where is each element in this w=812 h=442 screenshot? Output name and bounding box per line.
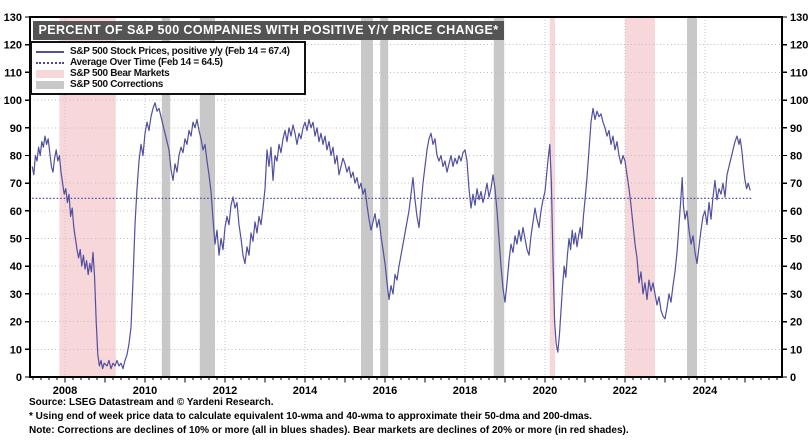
correction-band: [361, 17, 373, 377]
plot-frame: [29, 16, 783, 378]
legend-item-series: S&P 500 Stock Prices, positive y/y (Feb …: [36, 46, 299, 57]
x-tick-label: 2018: [453, 385, 477, 397]
y-tick-label: 80: [10, 150, 22, 162]
series-line-swatch: [36, 50, 64, 53]
y-tick-label: 10: [790, 344, 802, 356]
y-tick-label: 0: [16, 372, 22, 384]
x-tick-label: 2014: [293, 385, 318, 397]
y-tick-label: 50: [10, 234, 22, 246]
average-line-swatch: [36, 61, 64, 64]
y-tick-label: 40: [790, 261, 802, 273]
y-tick-label: 30: [10, 289, 22, 301]
source-note: Source: LSEG Datastream and © Yardeni Re…: [29, 397, 274, 408]
footnote: * Using end of week price data to calcul…: [29, 411, 592, 422]
legend-item-corrections: S&P 500 Corrections: [36, 79, 299, 90]
legend-item-label: S&P 500 Bear Markets: [70, 68, 170, 79]
y-tick-label: 130: [4, 12, 22, 24]
correction-band: [161, 17, 171, 377]
legend-item-label: S&P 500 Stock Prices, positive y/y (Feb …: [70, 46, 290, 57]
y-tick-label: 40: [10, 261, 22, 273]
x-tick-label: 2016: [373, 385, 397, 397]
y-tick-label: 110: [4, 67, 22, 79]
methodology-note: Note: Corrections are declines of 10% or…: [29, 425, 629, 436]
y-tick-label: 30: [790, 289, 802, 301]
legend-item-label: Average Over Time (Feb 14 = 64.5): [70, 57, 223, 68]
y-tick-label: 100: [790, 95, 808, 107]
y-tick-label: 70: [790, 178, 802, 190]
bear-market-swatch: [36, 69, 64, 78]
x-tick-label: 2008: [53, 385, 77, 397]
x-tick-label: 2024: [693, 385, 718, 397]
y-tick-label: 10: [10, 344, 22, 356]
x-tick-label: 2010: [133, 385, 157, 397]
y-tick-label: 120: [4, 40, 22, 52]
x-tick-label: 2020: [533, 385, 557, 397]
y-tick-label: 20: [790, 317, 802, 329]
legend-item-bear-markets: S&P 500 Bear Markets: [36, 68, 299, 79]
legend: S&P 500 Stock Prices, positive y/y (Feb …: [30, 41, 306, 95]
y-tick-label: 20: [10, 317, 22, 329]
y-tick-label: 60: [790, 206, 802, 218]
correction-swatch: [36, 80, 64, 89]
y-tick-label: 120: [790, 40, 808, 52]
y-tick-label: 60: [10, 206, 22, 218]
chart-title: PERCENT OF S&P 500 COMPANIES WITH POSITI…: [33, 21, 504, 40]
series-line: [31, 102, 751, 370]
y-tick-label: 50: [790, 234, 802, 246]
legend-item-average: Average Over Time (Feb 14 = 64.5): [36, 57, 299, 68]
y-tick-label: 110: [790, 67, 808, 79]
x-tick-label: 2022: [613, 385, 637, 397]
y-tick-label: 100: [4, 95, 22, 107]
y-tick-label: 130: [790, 12, 808, 24]
y-tick-label: 70: [10, 178, 22, 190]
correction-band: [493, 17, 505, 377]
y-tick-label: 90: [10, 123, 22, 135]
bear-market-band: [549, 17, 555, 377]
legend-item-label: S&P 500 Corrections: [70, 79, 164, 90]
correction-band: [380, 17, 389, 377]
y-tick-label: 80: [790, 150, 802, 162]
x-tick-label: 2012: [213, 385, 237, 397]
correction-band: [687, 17, 697, 377]
y-tick-label: 0: [790, 372, 796, 384]
correction-band: [199, 17, 215, 377]
y-tick-label: 90: [790, 123, 802, 135]
